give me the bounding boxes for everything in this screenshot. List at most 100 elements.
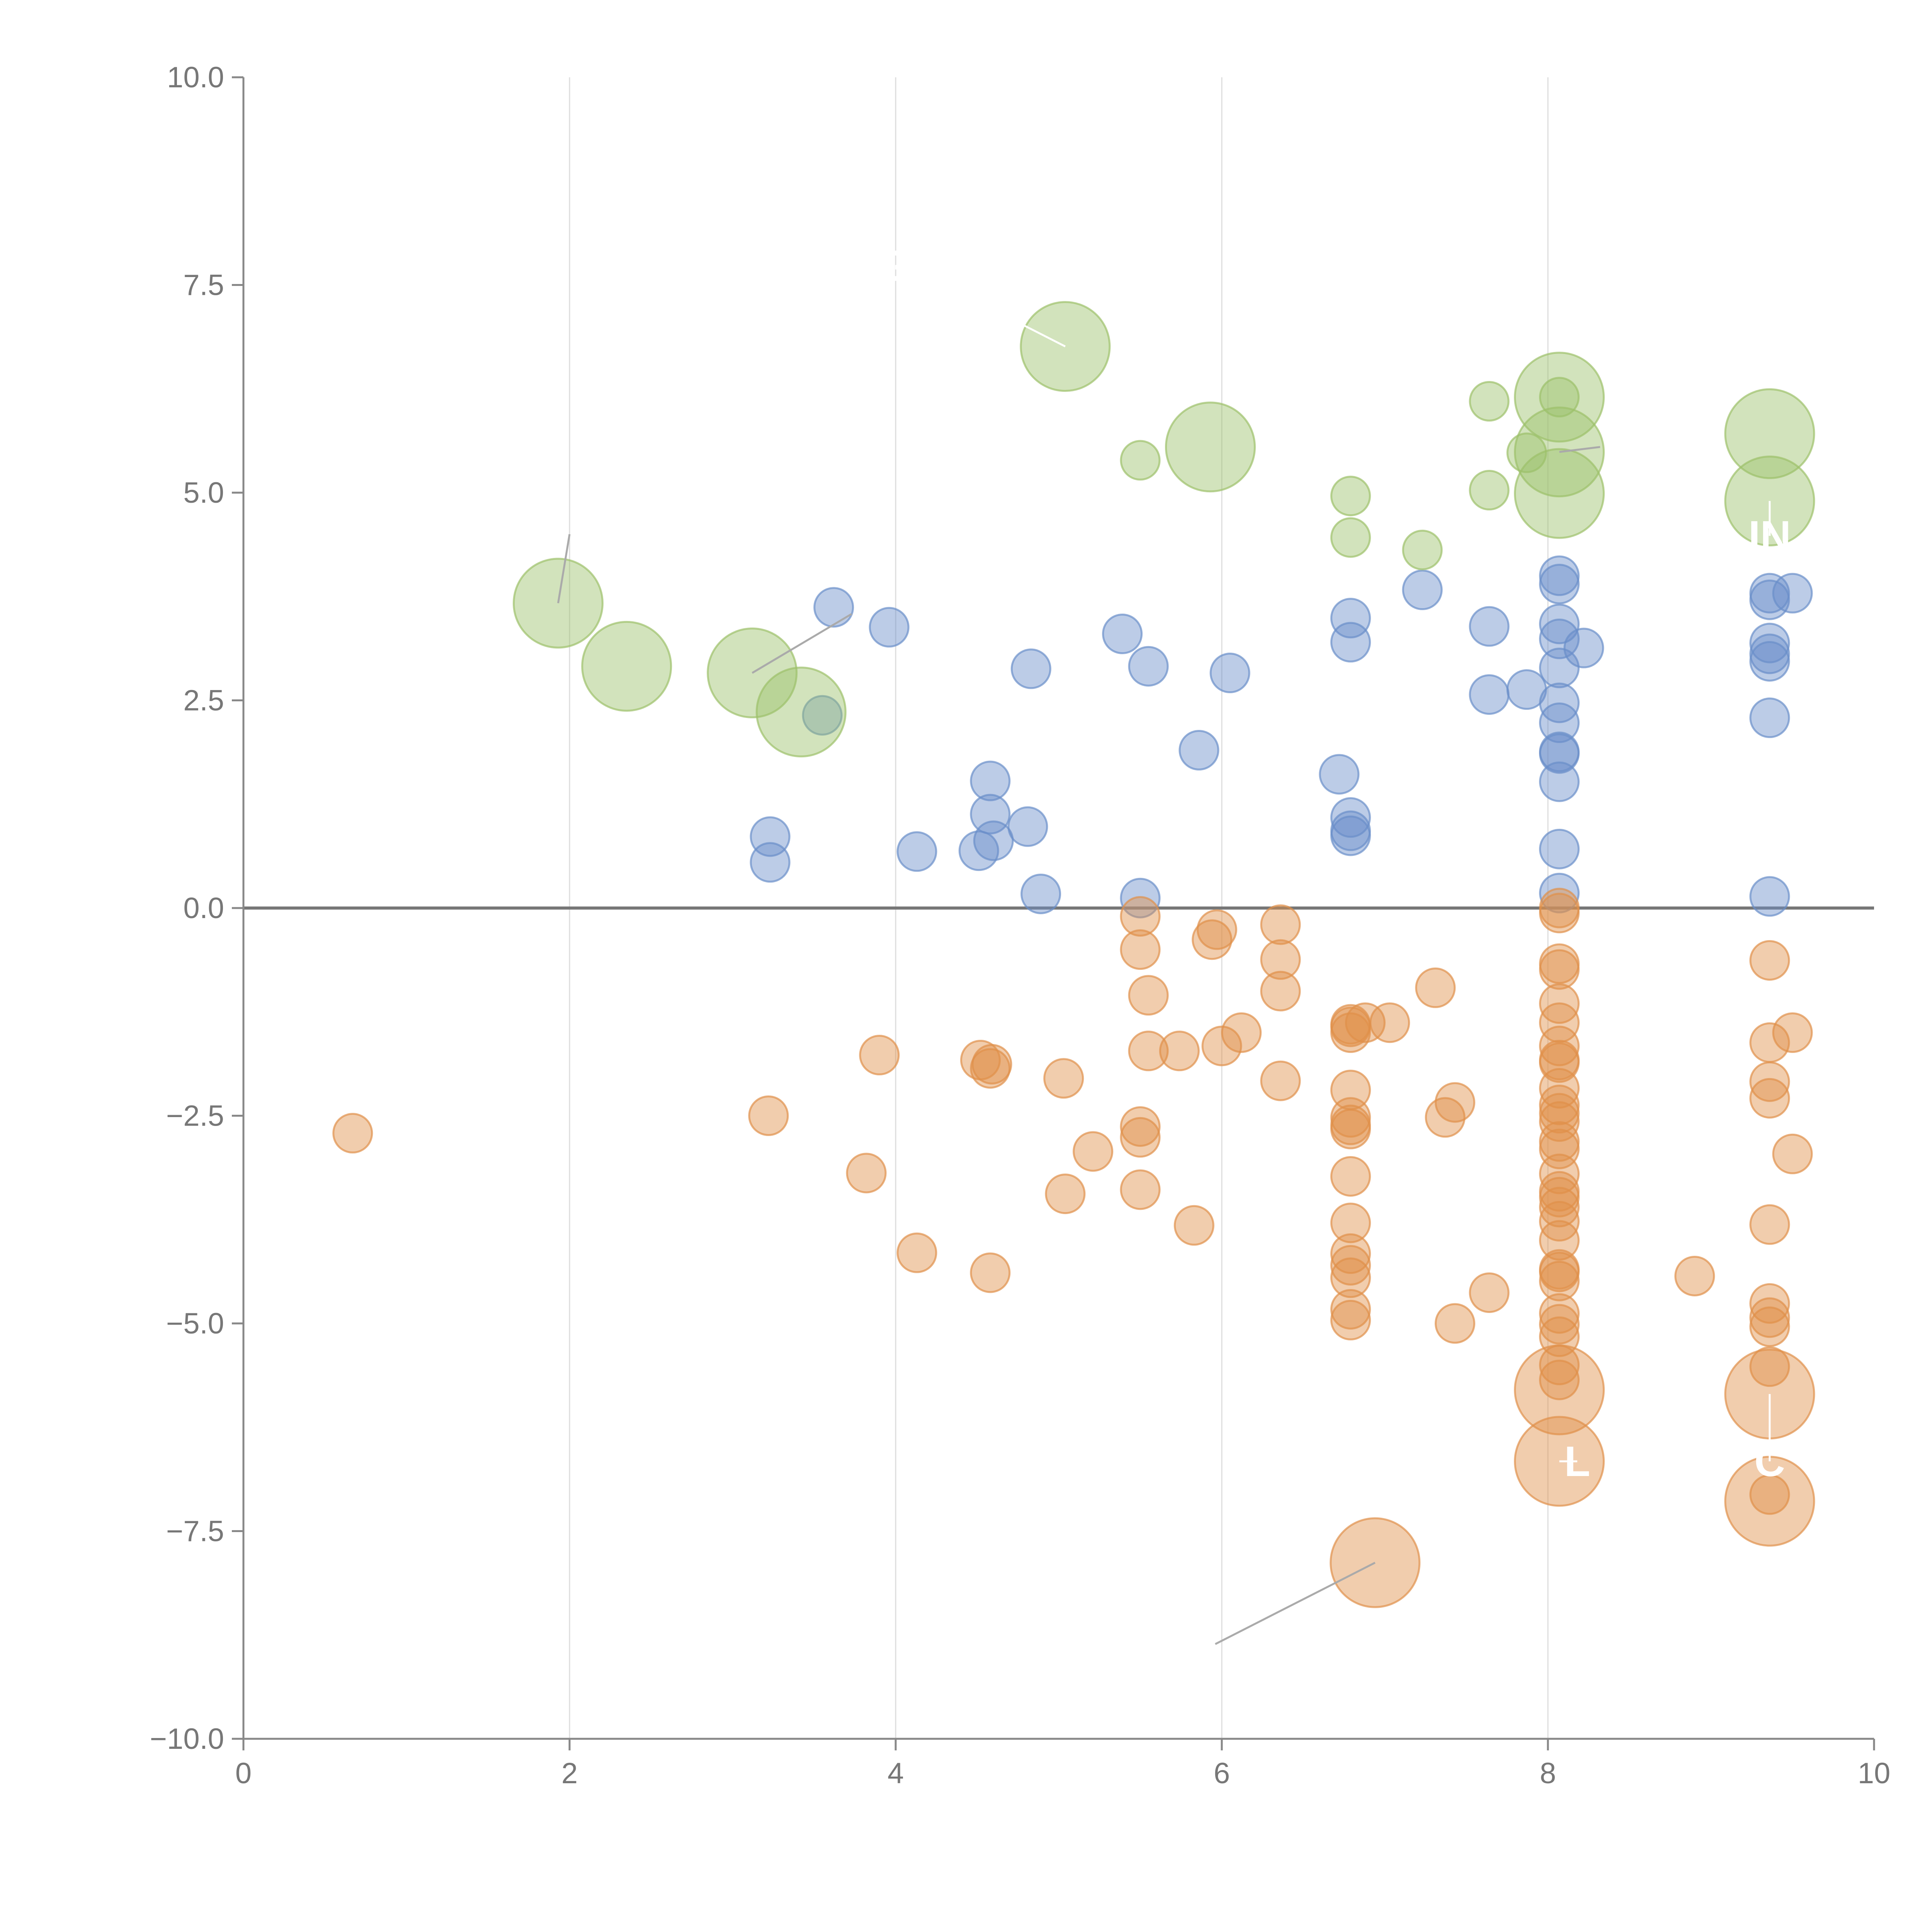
x-tick-label: 4: [888, 1757, 904, 1790]
blue-small-point: [1007, 806, 1048, 847]
orange-small-point: [1073, 1131, 1114, 1172]
orange-small-point: [1749, 1204, 1790, 1245]
blue-small-point: [1539, 733, 1580, 774]
blue-small-point: [750, 842, 791, 883]
blue-small-point: [1539, 702, 1580, 743]
orange-small-point: [1772, 1133, 1813, 1174]
orange-small-point: [1539, 1153, 1580, 1194]
orange-small-point: [1330, 1104, 1371, 1145]
orange-small-point: [1330, 1299, 1371, 1340]
x-tick-label: 8: [1540, 1757, 1556, 1790]
orange-small-point: [1201, 1026, 1242, 1066]
orange-small-point: [970, 1048, 1011, 1089]
blue-small-point: [802, 695, 843, 736]
orange-small-point: [1539, 949, 1580, 990]
blue-small-point: [1469, 674, 1510, 715]
y-tick-label: 2.5: [183, 684, 224, 717]
orange-small-point: [1749, 1297, 1790, 1338]
orange-small-point: [1539, 1026, 1580, 1066]
orange-small-point: [1749, 1061, 1790, 1102]
green-small-point: [1402, 529, 1443, 570]
orange-small-point: [1539, 1068, 1580, 1109]
orange-small-point: [1330, 1202, 1371, 1243]
orange-small-point: [1749, 1306, 1790, 1347]
annotation-leader-line: [752, 613, 852, 674]
blue-small-point: [1330, 622, 1371, 663]
annotation-leader-line: [906, 265, 1066, 347]
orange-small-point: [1260, 1060, 1301, 1101]
blue-small-point: [1749, 876, 1790, 917]
orange-small-point: [846, 1153, 887, 1194]
orange-small-point: [1260, 904, 1301, 945]
blue-small-point: [1539, 648, 1580, 689]
y-tick-label: 7.5: [183, 269, 224, 302]
orange-small-point: [1749, 1078, 1790, 1119]
blue-small-point: [1469, 606, 1510, 647]
orange-small-point: [1539, 1252, 1580, 1293]
y-tick-label: 5.0: [183, 476, 224, 509]
annotation-label: IN: [1748, 512, 1791, 560]
y-tick-label: −5.0: [166, 1307, 224, 1340]
orange-large-point: [1514, 1344, 1605, 1435]
orange-small-point: [1260, 939, 1301, 980]
orange-small-point: [896, 1232, 937, 1273]
orange-small-point: [1120, 1106, 1161, 1147]
blue-small-point: [1330, 797, 1371, 838]
orange-small-point: [1539, 1359, 1580, 1400]
blue-small-point: [1179, 730, 1219, 770]
orange-small-point: [1539, 1039, 1580, 1080]
orange-small-point: [1539, 1220, 1580, 1261]
axes: 0 2 4 6 8 10 10.0 7.5 5.0 2.5 0.0 −2.5 −5.0 −7.5 −10.0: [150, 61, 1891, 1790]
orange-small-point: [1330, 1289, 1371, 1330]
annotation-label: GT: [878, 242, 937, 290]
green-small-point: [1330, 476, 1371, 517]
annotation-label: C: [1754, 1438, 1785, 1485]
green-small-point: [1539, 377, 1580, 418]
orange-small-point: [1539, 888, 1580, 929]
blue-small-point: [1209, 653, 1250, 694]
blue-small-point: [1539, 564, 1580, 604]
blue-small-point: [1749, 641, 1790, 682]
green-small-point: [1469, 470, 1510, 511]
blue-small-point: [1539, 828, 1580, 869]
orange-small-point: [1674, 1255, 1715, 1296]
orange-small-point: [1345, 1002, 1386, 1043]
blue-small-point: [813, 587, 854, 628]
orange-small-point: [1434, 1082, 1475, 1123]
orange-small-point: [332, 1113, 373, 1154]
orange-small-point: [1196, 909, 1237, 950]
orange-small-point: [1539, 1085, 1580, 1126]
orange-small-point: [1221, 1012, 1262, 1053]
blue-small-point: [973, 820, 1014, 861]
orange-small-point: [1120, 896, 1161, 937]
orange-small-point: [1539, 1129, 1580, 1169]
orange-small-point: [1120, 1169, 1161, 1210]
blue-small-point: [896, 831, 937, 872]
annotation-leader-line: [1559, 446, 1600, 453]
orange-small-point: [748, 1095, 789, 1136]
x-tick-label: 0: [235, 1757, 252, 1790]
y-tick-label: 10.0: [167, 61, 224, 94]
y-tick-label: 0.0: [183, 892, 224, 925]
annotation-label: L: [1564, 1438, 1590, 1485]
orange-small-point: [1043, 1058, 1084, 1099]
blue-small-point: [1330, 810, 1371, 851]
blue-small-point: [1020, 873, 1061, 914]
orange-small-point: [1434, 1303, 1475, 1344]
x-tick-label: 10: [1858, 1757, 1891, 1790]
orange-small-point: [1330, 1233, 1371, 1274]
green-large-point: [1165, 401, 1256, 493]
orange-small-point: [1128, 1031, 1169, 1071]
orange-small-point: [1330, 1245, 1371, 1286]
annotation-leader-line: [557, 534, 571, 604]
orange-small-point: [1749, 1346, 1790, 1387]
orange-small-point: [1469, 1272, 1510, 1313]
data-points: [332, 301, 1815, 1608]
blue-small-point: [1749, 579, 1790, 620]
orange-small-point: [1330, 1156, 1371, 1197]
blue-small-point: [1539, 618, 1580, 659]
green-large-point: [581, 621, 672, 712]
blue-small-point: [1772, 573, 1813, 614]
